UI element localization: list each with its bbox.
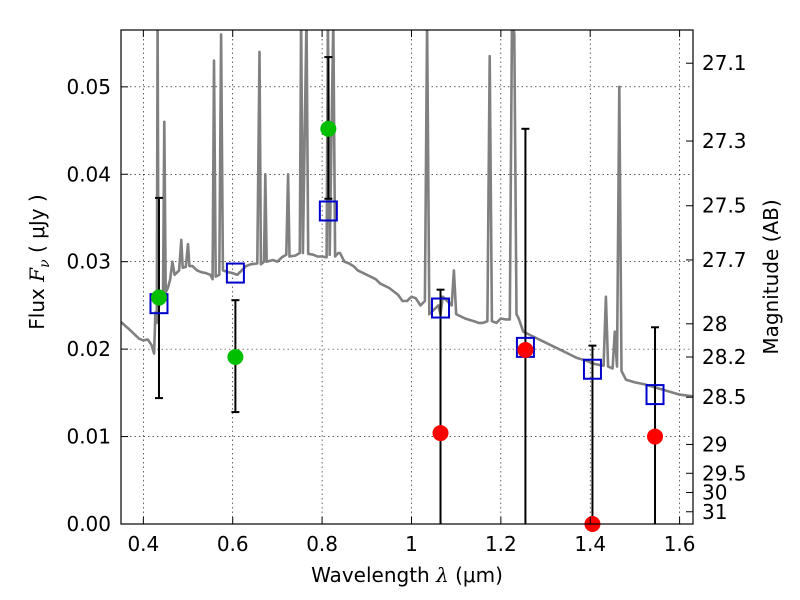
markers (149, 120, 665, 532)
x-tick-label: 1.2 (485, 532, 517, 556)
model-spectrum-line (121, 30, 693, 398)
error-bars (154, 56, 660, 524)
model-spectrum (121, 30, 693, 398)
right-tick-label: 28 (702, 312, 727, 336)
x-tick-label: 0.4 (127, 532, 159, 556)
marker-square-blue (318, 200, 338, 222)
marker-circle-green (227, 349, 244, 366)
right-tick-label: 28.5 (702, 385, 747, 409)
right-tick-label: 27.1 (702, 51, 747, 75)
y-axis-right-title: Magnitude (AB) (759, 199, 783, 354)
marker-square-blue (225, 262, 245, 284)
right-tick-label: 27.7 (702, 248, 747, 272)
right-tick-label: 27.5 (702, 194, 747, 218)
ticks (121, 30, 693, 525)
marker-circle-green (320, 120, 337, 137)
grid (121, 30, 693, 525)
marker-circle-red (517, 342, 534, 359)
y-tick-label: 0.00 (66, 512, 111, 536)
plot-frame (120, 29, 694, 525)
x-tick-label: 0.6 (217, 532, 249, 556)
right-tick-label: 27.3 (702, 129, 747, 153)
right-tick-label: 29 (702, 432, 727, 456)
y-axis-title: Flux Fν ( μJy ) (25, 194, 53, 329)
marker-circle-red (647, 428, 664, 445)
y-tick-label: 0.03 (66, 250, 111, 274)
y-tick-label: 0.05 (66, 75, 111, 99)
tick-labels: 0.4 0.6 0.8 1 1.2 1.4 1.6 0.00 0.01 0.02 0.03 0.04 0… (66, 51, 746, 556)
x-tick-label: 1.4 (574, 532, 606, 556)
right-tick-label: 30 (702, 481, 727, 505)
x-tick-label: 1.6 (664, 532, 696, 556)
x-tick-label: 0.8 (306, 532, 338, 556)
right-tick-label: 29.5 (702, 461, 747, 485)
marker-square-blue (645, 384, 665, 406)
marker-circle-green (150, 289, 167, 306)
y-tick-label: 0.01 (66, 425, 111, 449)
x-tick-label: 1 (405, 532, 418, 556)
right-tick-label: 28.2 (702, 345, 747, 369)
y-tick-label: 0.04 (66, 162, 111, 186)
marker-square-blue (582, 358, 602, 380)
x-axis-title: Wavelength λ (μm) (311, 563, 503, 587)
marker-circle-red (432, 425, 449, 442)
right-tick-label: 31 (702, 500, 727, 524)
marker-square-blue (431, 297, 451, 319)
y-tick-label: 0.02 (66, 337, 111, 361)
